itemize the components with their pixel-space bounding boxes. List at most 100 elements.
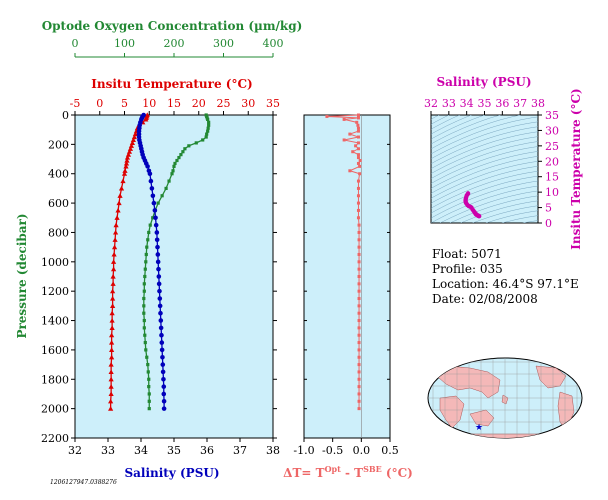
delta-point bbox=[356, 129, 360, 133]
delta-axis-label: ΔT= TOpt - TSBE (°C) bbox=[283, 464, 413, 480]
temperature-point bbox=[108, 361, 114, 367]
temperature-point bbox=[109, 325, 115, 330]
delta-point bbox=[357, 377, 361, 381]
oxygen-tick-label: 100 bbox=[114, 37, 135, 50]
ts-density-contour bbox=[431, 165, 538, 204]
profile-panel: 0200400600800100012001400160018002000220… bbox=[15, 19, 302, 480]
pressure-tick-label: 1800 bbox=[41, 373, 69, 386]
ts-density-contour bbox=[431, 161, 538, 199]
ts-density-contour bbox=[472, 205, 538, 223]
salinity-tick-label: 34 bbox=[134, 444, 148, 457]
temperature-point bbox=[112, 237, 118, 242]
oxygen-point bbox=[171, 169, 175, 173]
salinity-point bbox=[159, 340, 165, 345]
oxygen-point bbox=[143, 274, 147, 279]
salinity-point bbox=[160, 354, 165, 360]
temperature-point bbox=[110, 295, 116, 301]
ts-density-contour bbox=[431, 185, 538, 223]
pressure-axis-label: Pressure (decibar) bbox=[15, 213, 29, 338]
salinity-point bbox=[160, 369, 166, 375]
oxygen-point bbox=[183, 147, 187, 151]
temperature-point bbox=[108, 406, 114, 411]
float-info: Float: 5071 Profile: 035 Location: 46.4°… bbox=[432, 247, 579, 306]
salinity-point bbox=[159, 347, 165, 353]
salinity-point bbox=[161, 391, 167, 397]
oxygen-point bbox=[142, 289, 146, 293]
delta-point bbox=[356, 147, 360, 151]
temperature-point bbox=[109, 347, 115, 352]
ts-density-contour bbox=[431, 151, 538, 189]
profile-number: Profile: 035 bbox=[432, 262, 503, 276]
oxygen-tick-label: 200 bbox=[164, 37, 185, 50]
delta-tick-label: 0.5 bbox=[381, 444, 399, 457]
salinity-tick-label: 38 bbox=[266, 444, 280, 457]
ts-density-contour bbox=[431, 126, 538, 165]
delta-point bbox=[348, 169, 352, 173]
temperature-point bbox=[109, 310, 115, 316]
temperature-point bbox=[110, 281, 116, 286]
delta-point bbox=[325, 114, 329, 118]
salinity-point bbox=[152, 208, 158, 213]
oxygen-point bbox=[146, 238, 150, 242]
ts-ytick-label: 0 bbox=[545, 217, 552, 230]
oxygen-point bbox=[151, 216, 155, 220]
oxygen-point bbox=[146, 362, 150, 367]
ts-ytick-label: 5 bbox=[545, 202, 552, 215]
ts-density-contour bbox=[431, 116, 538, 155]
oxygen-point bbox=[142, 296, 146, 301]
temperature-point bbox=[121, 171, 128, 176]
oxygen-tick-label: 300 bbox=[213, 37, 234, 50]
oxygen-point bbox=[172, 164, 176, 168]
salinity-point bbox=[156, 266, 161, 272]
oxygen-point bbox=[144, 348, 148, 352]
temperature-point bbox=[115, 207, 121, 213]
delta-panel: -1.0 -0.5 0.0 0.5 ΔT= TOpt - TSBE (°C) bbox=[283, 113, 413, 480]
delta-point bbox=[357, 333, 361, 337]
salinity-tick-label: 35 bbox=[167, 444, 181, 457]
salinity-point bbox=[160, 362, 166, 367]
delta-point bbox=[357, 297, 361, 301]
delta-point bbox=[348, 132, 352, 136]
delta-point bbox=[357, 399, 361, 403]
ts-density-contour bbox=[431, 170, 538, 209]
temperature-point bbox=[109, 332, 115, 338]
oxygen-point bbox=[156, 201, 160, 205]
salinity-point bbox=[158, 325, 164, 331]
delta-point bbox=[357, 392, 361, 396]
temperature-point bbox=[112, 244, 118, 250]
delta-point bbox=[356, 141, 360, 145]
oxygen-point bbox=[142, 304, 146, 308]
temperature-tick-label: 30 bbox=[241, 97, 255, 110]
pressure-tick-label: 800 bbox=[48, 226, 69, 239]
oxygen-point bbox=[167, 179, 171, 183]
temperature-point bbox=[123, 160, 130, 166]
salinity-tick-label: 36 bbox=[200, 444, 214, 457]
ts-xtick-label: 33 bbox=[442, 97, 456, 110]
delta-point bbox=[357, 311, 361, 315]
delta-point bbox=[355, 120, 359, 124]
delta-point bbox=[356, 186, 360, 190]
temperature-point bbox=[111, 266, 117, 272]
salinity-point bbox=[150, 193, 156, 199]
pressure-tick-label: 1600 bbox=[41, 344, 69, 357]
oxygen-point bbox=[143, 340, 147, 345]
pressure-tick-label: 1200 bbox=[41, 285, 69, 298]
delta-point bbox=[356, 179, 360, 183]
temperature-point bbox=[109, 339, 115, 345]
oxygen-point bbox=[194, 141, 198, 145]
oxygen-axis-label: Optode Oxygen Concentration (µm/kg) bbox=[42, 19, 303, 33]
oxygen-point bbox=[143, 267, 147, 271]
oxygen-point bbox=[207, 123, 211, 127]
delta-point bbox=[357, 407, 361, 411]
pressure-tick-label: 2200 bbox=[41, 432, 69, 445]
oxygen-point bbox=[181, 150, 185, 154]
delta-point bbox=[358, 159, 362, 163]
ts-ytick-label: 25 bbox=[545, 140, 559, 153]
oxygen-point bbox=[147, 385, 151, 389]
salinity-point bbox=[156, 281, 162, 287]
ts-xtick-label: 35 bbox=[478, 97, 492, 110]
profile-axes: 0200400600800100012001400160018002000220… bbox=[41, 37, 284, 457]
